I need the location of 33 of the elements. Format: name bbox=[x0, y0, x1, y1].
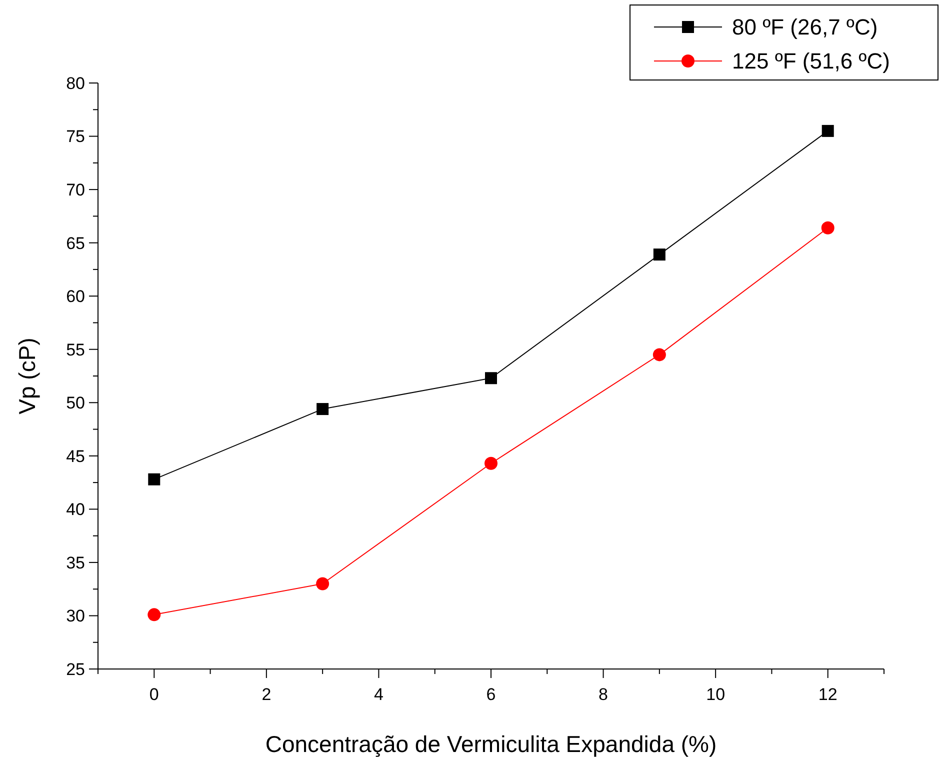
y-axis-title: Vp (cP) bbox=[14, 338, 40, 414]
point bbox=[484, 456, 498, 470]
y-tick-label: 80 bbox=[66, 74, 85, 93]
y-tick-label: 35 bbox=[66, 553, 85, 572]
x-tick-label: 10 bbox=[706, 685, 726, 704]
point bbox=[148, 473, 160, 486]
y-tick-label: 75 bbox=[66, 127, 85, 146]
x-axis-title: Concentração de Vermiculita Expandida (%) bbox=[265, 731, 717, 757]
y-tick-label: 25 bbox=[66, 660, 85, 679]
x-tick-label: 2 bbox=[262, 685, 272, 704]
x-tick-label: 0 bbox=[149, 685, 159, 704]
point bbox=[148, 608, 161, 622]
y-tick-label: 60 bbox=[66, 287, 85, 306]
x-tick-label: 8 bbox=[598, 685, 608, 704]
point bbox=[316, 577, 330, 590]
legend-label: 80 ºF (26,7 ºC) bbox=[732, 14, 878, 40]
point bbox=[822, 124, 834, 137]
y-tick-label: 40 bbox=[66, 500, 85, 520]
x-tick-label: 6 bbox=[486, 685, 496, 704]
point bbox=[316, 403, 329, 416]
y-tick-label: 30 bbox=[66, 606, 85, 626]
x-tick-label: 12 bbox=[818, 685, 838, 704]
y-tick-label: 70 bbox=[66, 180, 85, 200]
point bbox=[652, 348, 666, 362]
point bbox=[653, 248, 666, 261]
y-tick-label: 65 bbox=[66, 234, 85, 253]
point bbox=[485, 372, 497, 384]
y-tick-label: 45 bbox=[66, 446, 85, 466]
y-tick-label: 50 bbox=[66, 394, 85, 413]
point bbox=[821, 221, 834, 234]
x-tick-label: 4 bbox=[374, 685, 384, 704]
y-tick-label: 55 bbox=[66, 340, 85, 360]
legend-label: 125 ºF (51,6 ºC) bbox=[732, 48, 890, 74]
